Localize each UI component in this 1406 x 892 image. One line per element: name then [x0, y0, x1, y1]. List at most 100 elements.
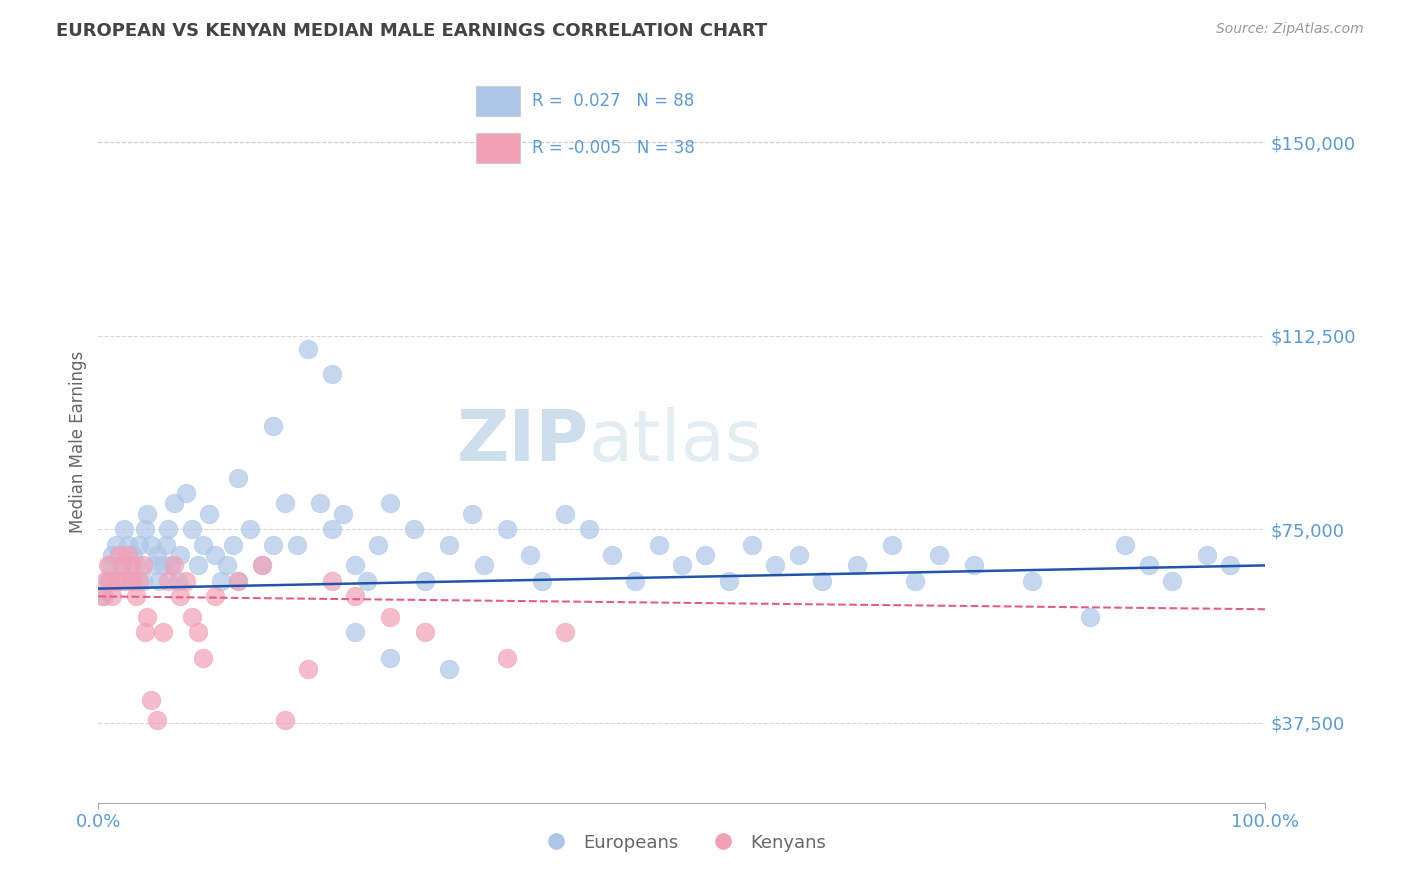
Point — [122, 574, 145, 588]
Point — [962, 558, 984, 573]
Point — [297, 662, 319, 676]
Point — [112, 522, 135, 536]
Legend: Europeans, Kenyans: Europeans, Kenyans — [530, 826, 834, 859]
Point — [880, 538, 903, 552]
Point — [187, 558, 209, 573]
Point — [647, 538, 669, 552]
Point — [297, 342, 319, 356]
Point — [174, 486, 197, 500]
Point — [496, 651, 519, 665]
Point — [380, 496, 402, 510]
Text: EUROPEAN VS KENYAN MEDIAN MALE EARNINGS CORRELATION CHART: EUROPEAN VS KENYAN MEDIAN MALE EARNINGS … — [56, 22, 768, 40]
Point — [108, 548, 131, 562]
Point — [94, 574, 117, 588]
Point — [111, 558, 134, 573]
Point — [787, 548, 810, 562]
Text: R =  0.027   N = 88: R = 0.027 N = 88 — [531, 93, 695, 111]
Point — [136, 610, 159, 624]
Point — [120, 574, 142, 588]
Point — [695, 548, 717, 562]
Point — [93, 590, 115, 604]
Point — [143, 558, 166, 573]
Point — [1080, 610, 1102, 624]
Point — [117, 548, 139, 562]
Point — [169, 548, 191, 562]
Point — [193, 651, 215, 665]
Point — [111, 558, 134, 573]
Point — [262, 419, 284, 434]
Point — [344, 625, 367, 640]
Point — [128, 538, 150, 552]
Point — [356, 574, 378, 588]
Point — [101, 590, 124, 604]
Point — [332, 507, 354, 521]
Point — [98, 558, 121, 573]
Point — [139, 538, 162, 552]
Point — [98, 574, 121, 588]
Point — [811, 574, 834, 588]
Point — [174, 574, 197, 588]
Point — [309, 496, 332, 510]
Point — [209, 574, 232, 588]
Point — [228, 574, 250, 588]
Point — [250, 558, 273, 573]
Point — [157, 522, 180, 536]
Point — [1219, 558, 1241, 573]
Point — [169, 590, 191, 604]
Point — [437, 538, 460, 552]
Point — [193, 538, 215, 552]
Bar — [477, 134, 520, 163]
Point — [380, 651, 402, 665]
Point — [97, 574, 120, 588]
Point — [717, 574, 740, 588]
Point — [530, 574, 553, 588]
Point — [321, 574, 343, 588]
Text: atlas: atlas — [589, 407, 763, 476]
Point — [624, 574, 647, 588]
Point — [519, 548, 541, 562]
Point — [180, 610, 202, 624]
Point — [146, 713, 169, 727]
Point — [496, 522, 519, 536]
Point — [763, 558, 786, 573]
Point — [97, 558, 120, 573]
Point — [1161, 574, 1184, 588]
Point — [134, 625, 156, 640]
Point — [155, 538, 177, 552]
Point — [285, 538, 308, 552]
Point — [104, 574, 127, 588]
Point — [146, 548, 169, 562]
Point — [134, 522, 156, 536]
Y-axis label: Median Male Earnings: Median Male Earnings — [69, 351, 87, 533]
Point — [904, 574, 927, 588]
Point — [163, 496, 186, 510]
Point — [204, 548, 226, 562]
Point — [600, 548, 623, 562]
Point — [221, 538, 243, 552]
Point — [239, 522, 262, 536]
Point — [108, 574, 131, 588]
Point — [148, 574, 170, 588]
Point — [163, 558, 186, 573]
Text: R = -0.005   N = 38: R = -0.005 N = 38 — [531, 139, 695, 157]
Point — [166, 574, 188, 588]
Point — [262, 538, 284, 552]
Point — [139, 692, 162, 706]
Point — [157, 574, 180, 588]
Point — [101, 548, 124, 562]
Point — [125, 590, 148, 604]
Point — [204, 590, 226, 604]
Point — [152, 558, 174, 573]
Point — [846, 558, 869, 573]
Point — [228, 471, 250, 485]
Point — [472, 558, 495, 573]
Point — [215, 558, 238, 573]
Point — [120, 558, 142, 573]
Point — [128, 574, 150, 588]
Point — [132, 558, 155, 573]
Point — [152, 625, 174, 640]
Point — [554, 507, 576, 521]
Point — [112, 574, 135, 588]
Point — [90, 590, 112, 604]
Bar — [477, 87, 520, 116]
